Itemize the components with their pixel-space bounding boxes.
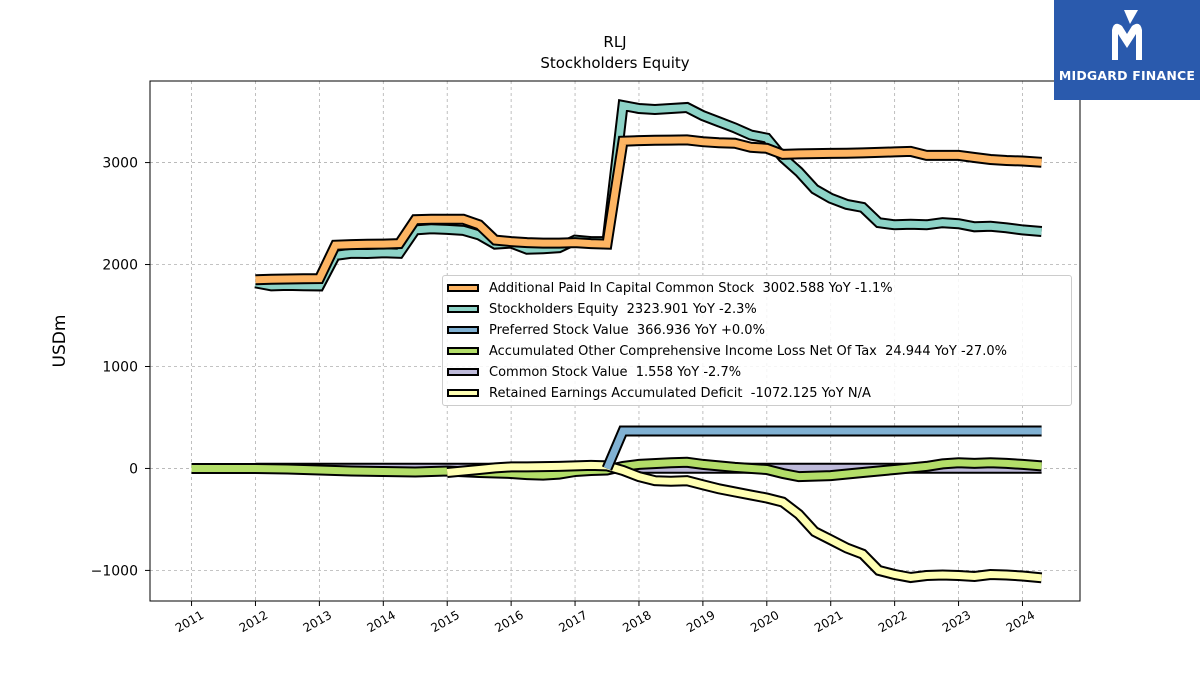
legend-item: Retained Earnings Accumulated Deficit -1… <box>443 383 871 403</box>
x-tick-label: 2014 <box>365 608 398 635</box>
series-line <box>446 461 1042 582</box>
y-tick-label: 1000 <box>102 359 138 375</box>
legend-label: Retained Earnings Accumulated Deficit -1… <box>489 385 871 401</box>
brand-name: MIDGARD FINANCE <box>1058 68 1196 83</box>
legend-swatch <box>447 305 479 313</box>
x-tick-label: 2015 <box>428 608 461 635</box>
x-tick-label: 2018 <box>620 608 653 635</box>
x-tick-label: 2013 <box>301 608 334 635</box>
legend-label: Additional Paid In Capital Common Stock … <box>489 280 893 296</box>
series-line <box>191 458 1042 481</box>
x-tick-label: 2016 <box>492 608 525 635</box>
x-tick-label: 2024 <box>1004 608 1037 635</box>
series-line <box>255 136 1042 284</box>
series-stockholders-equity <box>254 99 1043 292</box>
legend: Additional Paid In Capital Common Stock … <box>442 275 1072 406</box>
legend-item: Stockholders Equity 2323.901 YoY -2.3% <box>443 299 757 319</box>
axes-frame <box>149 80 1081 602</box>
legend-item: Additional Paid In Capital Common Stock … <box>443 278 893 298</box>
x-tick-label: 2022 <box>876 608 909 635</box>
y-tick-label: −1000 <box>91 563 138 579</box>
midgard-m-icon <box>1112 10 1142 60</box>
legend-item: Accumulated Other Comprehensive Income L… <box>443 341 1007 361</box>
x-tick-label: 2021 <box>812 608 845 635</box>
series-outline <box>446 459 1043 584</box>
x-tick-label: 2017 <box>556 608 589 635</box>
legend-swatch <box>447 284 479 292</box>
legend-item: Common Stock Value 1.558 YoY -2.7% <box>443 362 741 382</box>
legend-swatch <box>447 368 479 376</box>
legend-swatch <box>447 326 479 334</box>
series-layer <box>191 99 1043 584</box>
y-tick-label: 3000 <box>102 156 138 172</box>
x-tick-label: 2020 <box>748 608 781 635</box>
series-outline <box>254 99 1043 292</box>
legend-swatch <box>447 347 479 355</box>
series-outline <box>255 134 1042 286</box>
y-tick-label: 0 <box>129 461 138 477</box>
x-tick-label: 2012 <box>237 608 270 635</box>
series-additional-paid-in-capital-common-stock <box>255 134 1042 286</box>
series-retained-earnings-accumulated-deficit <box>446 459 1043 584</box>
series-accumulated-other-comprehensive-income-loss-net-of-tax <box>191 456 1043 483</box>
x-tick-label: 2023 <box>940 608 973 635</box>
series-preferred-stock-value <box>601 425 1042 471</box>
y-axis-label: USDm <box>50 315 70 368</box>
legend-label: Stockholders Equity 2323.901 YoY -2.3% <box>489 301 757 317</box>
series-line <box>603 427 1042 470</box>
series-line <box>254 101 1042 290</box>
legend-label: Accumulated Other Comprehensive Income L… <box>489 343 1007 359</box>
legend-item: Preferred Stock Value 366.936 YoY +0.0% <box>443 320 765 340</box>
legend-label: Preferred Stock Value 366.936 YoY +0.0% <box>489 322 765 338</box>
y-tick-label: 2000 <box>102 258 138 274</box>
x-tick-label: 2019 <box>684 608 717 635</box>
chart-subtitle: Stockholders Equity <box>540 54 689 72</box>
legend-swatch <box>447 389 479 397</box>
chart-title: RLJ <box>603 33 626 51</box>
legend-label: Common Stock Value 1.558 YoY -2.7% <box>489 364 742 380</box>
x-tick-label: 2011 <box>173 608 206 635</box>
brand-logo: MIDGARD FINANCE <box>1054 0 1200 100</box>
